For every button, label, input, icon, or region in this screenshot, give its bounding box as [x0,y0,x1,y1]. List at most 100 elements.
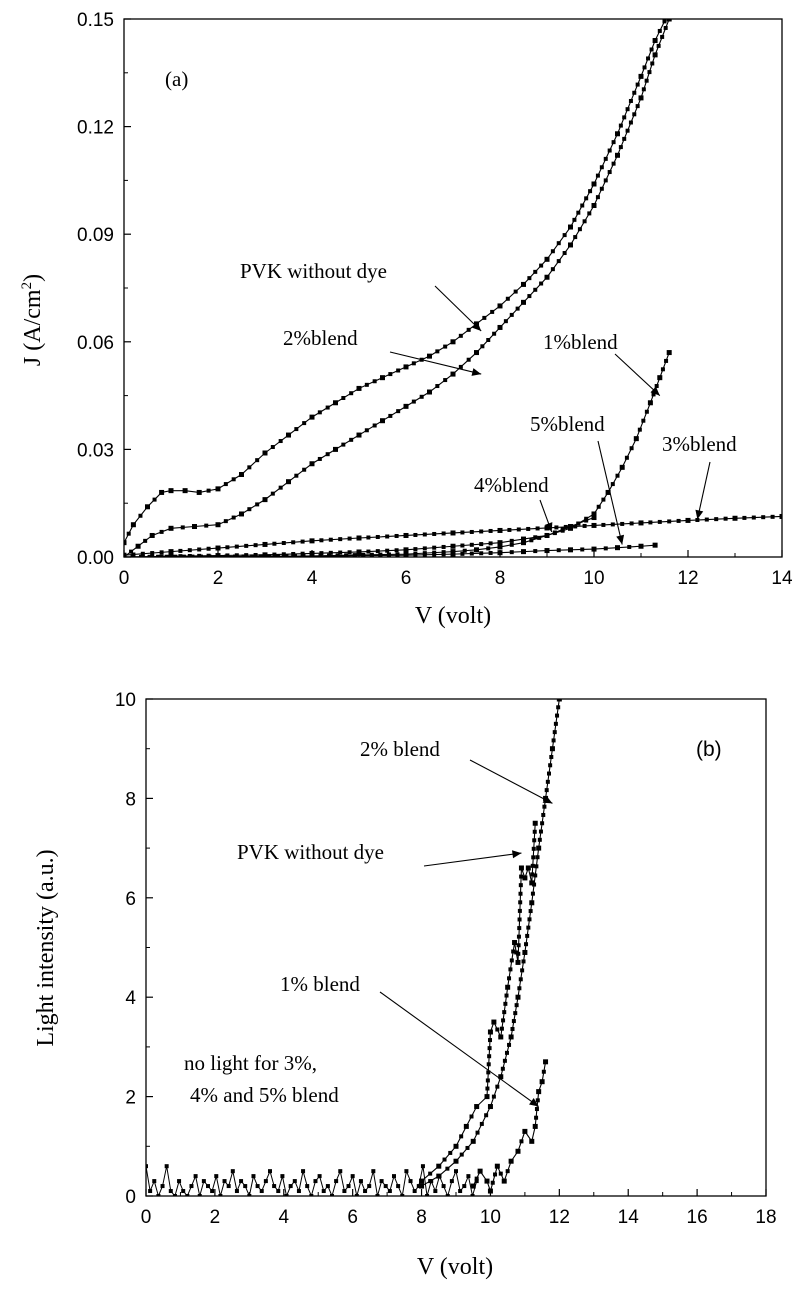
point-pvk-without-dye [508,967,513,972]
y-tick-label: 2 [125,1088,136,1109]
point-2-blend [270,491,275,496]
point-1-blend [610,482,615,487]
point-pvk-without-dye [428,1171,433,1176]
y-ticks-a: 0.00 0.03 0.06 0.09 0.12 0.15 [77,10,131,569]
point-3-blend [215,545,221,551]
point-1-blend [629,446,634,451]
point-2-blend [453,1158,459,1164]
point-5-blend [224,554,229,557]
point-3-blend [441,531,446,536]
point-5-blend [309,553,315,557]
point-1-blend [536,1089,542,1095]
noise-point [317,1174,322,1179]
noise-point [358,1179,363,1184]
point-2-blend [435,384,440,389]
point-2-blend [650,61,655,66]
point-pvk-without-dye [622,115,627,120]
point-2-blend [615,152,620,158]
point-5-blend [207,554,212,557]
point-pvk-without-dye [544,256,550,262]
annotation-arrow [614,353,661,397]
point-pvk-without-dye [474,1104,480,1110]
noise-point [433,1189,438,1194]
point-1-blend [484,1178,490,1184]
point-4-blend [529,538,534,543]
point-2-blend [611,161,616,166]
point-pvk-without-dye [333,400,338,406]
annotation-arrowhead [542,795,553,804]
annotation-arrowhead [616,534,625,545]
point-pvk-without-dye [517,926,522,931]
plot-frame-a [123,18,783,558]
point-2-blend [317,456,322,461]
point-2-blend [215,522,221,528]
point-5-blend [488,550,493,555]
point-pvk-without-dye [518,865,524,871]
point-5-blend [267,554,272,557]
point-3-blend [479,529,484,534]
point-2-blend [459,1152,464,1157]
point-5-blend [450,551,456,557]
point-3-blend [667,519,672,524]
point-1-blend [539,1079,545,1085]
point-4-blend [497,544,503,550]
point-pvk-without-dye [595,173,600,178]
point-5-blend [580,547,585,552]
point-5-blend [627,544,632,549]
point-5-blend [318,554,323,557]
noise-point [288,1184,293,1189]
point-pvk-without-dye [364,382,369,387]
point-1-blend [356,549,362,555]
point-5-blend [497,550,503,556]
point-1-blend [647,400,653,406]
point-2-blend [491,1094,496,1099]
noise-point [152,1179,157,1184]
point-3-blend [394,533,399,538]
point-2-blend [204,523,209,528]
point-pvk-without-dye [349,391,354,396]
point-pvk-without-dye [599,165,604,170]
point-2-blend [644,78,649,83]
point-pvk-without-dye [618,123,623,128]
point-2-blend [622,136,627,141]
noise-point [474,1179,479,1184]
point-1-blend [657,375,663,381]
noise-point [400,1194,405,1196]
point-pvk-without-dye [649,47,654,52]
noise-point [330,1194,334,1196]
point-1-blend [533,535,538,540]
noise-point [284,1194,289,1196]
point-3-blend [338,537,343,542]
noise-point [363,1189,368,1194]
y-axis-label-a-close: ) [20,274,46,282]
point-pvk-without-dye [459,1134,464,1139]
point-3-blend [272,541,277,546]
point-2-blend [582,219,587,224]
point-1-blend [328,550,333,555]
point-2-blend [603,178,608,183]
point-2-blend [625,128,630,133]
point-1-blend [508,1158,514,1164]
point-pvk-without-dye [486,1070,491,1075]
y-tick-label: 0.09 [77,225,114,246]
y-tick-label: 8 [125,789,136,810]
point-3-blend [262,541,268,547]
point-pvk-without-dye [482,315,487,320]
point-3-blend [610,522,615,527]
note-line-2: 4% and 5% blend [190,1083,339,1107]
point-1-blend [543,1059,549,1065]
point-2-blend [474,350,479,356]
point-2-blend [533,287,538,292]
point-2-blend [466,357,471,362]
point-2-blend [356,432,362,438]
point-pvk-without-dye [495,1027,500,1032]
point-5-blend [403,552,409,557]
point-2-blend [599,186,604,191]
point-5-blend [190,554,195,557]
point-pvk-without-dye [487,1029,493,1035]
point-pvk-without-dye [435,349,440,354]
point-2-blend [247,507,252,512]
noise-point [263,1179,268,1184]
point-pvk-without-dye [502,1010,507,1015]
point-pvk-without-dye [513,289,518,294]
